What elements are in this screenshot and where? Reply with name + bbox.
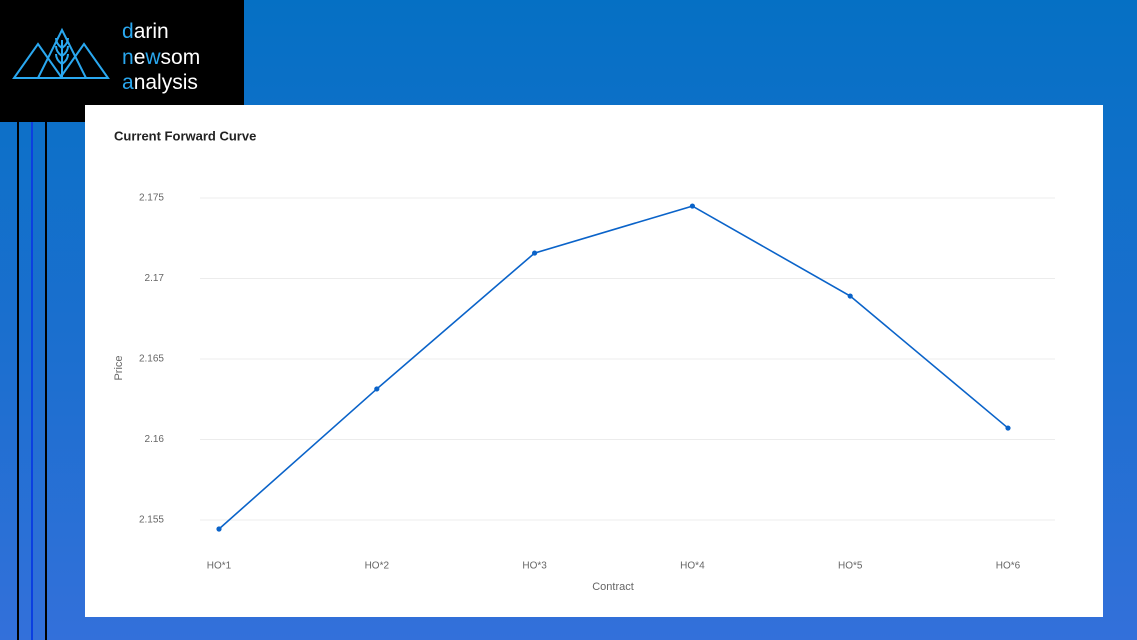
logo-icon: [12, 27, 110, 79]
y-tick-label: 2.165: [139, 354, 164, 365]
point: [1005, 425, 1011, 431]
x-tick-label: HO*1: [207, 561, 232, 572]
logo-text: arin: [133, 20, 169, 43]
y-tick-label: 2.17: [145, 273, 165, 284]
logo-text: d: [122, 20, 134, 43]
logo-text: nalysis: [133, 71, 198, 94]
point: [689, 203, 696, 209]
y-axis-label: Price: [113, 355, 125, 380]
decor-line: [45, 122, 47, 640]
logo-line: newsom: [122, 46, 200, 70]
decor-line: [17, 122, 19, 640]
y-tick-label: 2.175: [139, 193, 164, 204]
line: [218, 205, 1009, 530]
chart-title: Current Forward Curve: [114, 128, 256, 143]
logo-line: darin: [122, 20, 169, 44]
logo-text: e: [133, 46, 146, 69]
chart: Current Forward Curve Contract Price 2.1…: [113, 128, 1055, 593]
x-tick-label: HO*4: [680, 561, 705, 572]
point: [847, 293, 853, 299]
x-tick-label: HO*3: [522, 561, 547, 572]
logo-line: analysis: [122, 71, 198, 95]
logo-text: w: [145, 46, 161, 69]
x-tick-label: HO*5: [838, 561, 863, 572]
point: [374, 386, 380, 392]
logo: darin newsom analysis: [0, 0, 244, 122]
chart-panel: Current Forward Curve Contract Price 2.1…: [85, 105, 1103, 617]
logo-text: som: [160, 46, 201, 69]
point: [216, 526, 222, 532]
x-tick-label: HO*6: [996, 561, 1021, 572]
x-axis-label: Contract: [592, 581, 634, 593]
logo-text: n: [122, 46, 134, 69]
y-tick-label: 2.155: [139, 515, 164, 526]
point: [532, 250, 538, 256]
decor-line: [31, 122, 33, 640]
logo-text: a: [122, 71, 134, 94]
y-tick-label: 2.16: [145, 434, 165, 445]
x-tick-label: HO*2: [365, 561, 390, 572]
